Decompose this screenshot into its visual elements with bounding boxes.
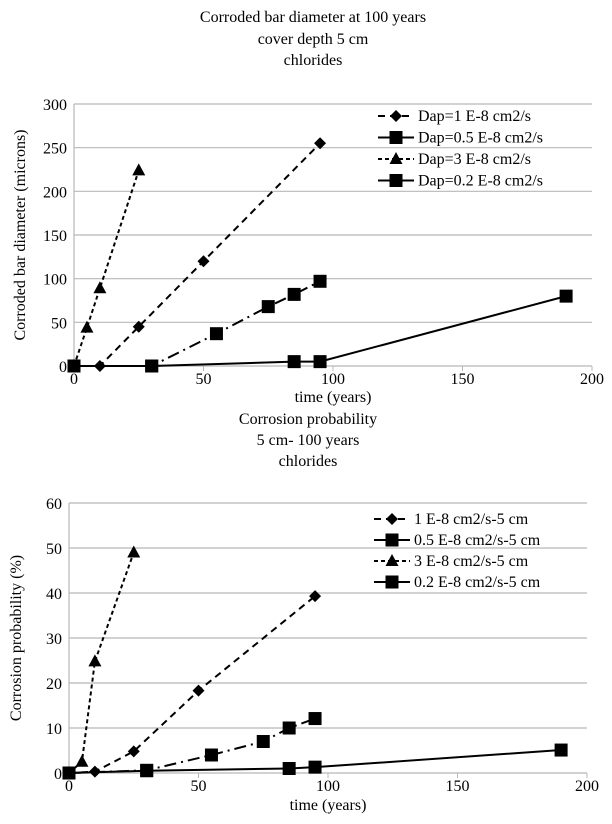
legend-marker [386,513,398,525]
data-point [559,289,573,303]
x-tick-label: 0 [70,371,78,388]
series-line [68,595,316,774]
series-line [74,280,321,367]
legend-label: 0.2 E-8 cm2/s-5 cm [414,574,541,591]
chart-2: Corrosion probability 5 cm- 100 years chlo… [8,411,599,814]
legend-marker [385,533,399,547]
data-point [313,274,327,288]
x-tick-label: 0 [65,778,73,795]
data-point [127,745,140,758]
y-tick-label: 250 [43,141,67,158]
legend-label: Dap=0.5 E-8 cm2/s [418,130,543,147]
y-axis-label: Corrosion probability (%) [8,555,25,721]
legend-marker [389,131,403,144]
x-tick-label: 50 [191,778,207,795]
data-point [308,760,322,774]
data-point [314,137,327,150]
data-point [282,762,296,775]
data-point [209,327,223,341]
legend-label: 1 E-8 cm2/s-5 cm [414,511,529,528]
data-point [256,735,270,748]
y-tick-label: 50 [46,541,62,558]
chart-title-line: cover depth 5 cm [258,31,369,48]
series-1 [63,590,322,779]
series-3 [67,163,146,371]
series-line [73,170,140,367]
y-tick-label: 300 [43,97,67,114]
legend-marker [390,110,402,122]
series-line [68,552,135,774]
data-point [140,764,154,778]
x-tick-label: 150 [451,371,475,388]
data-point [145,359,159,373]
y-tick-label: 0 [54,766,62,783]
x-tick-label: 150 [446,778,470,795]
chart-title-line: 5 cm- 100 years [257,432,360,449]
data-point [261,300,275,314]
series-3 [62,545,141,778]
y-tick-label: 10 [46,721,62,738]
chart-title-line: chlorides [279,453,338,470]
legend-marker [385,554,399,566]
chart-title-line: Corroded bar diameter at 100 years [200,9,426,26]
x-tick-label: 200 [580,371,604,388]
legend-label: Dap=0.2 E-8 cm2/s [418,173,543,190]
legend-marker [385,575,399,589]
legend-marker [389,152,403,164]
data-point [88,654,102,667]
x-tick-label: 50 [196,371,212,388]
data-point [75,754,89,767]
y-tick-label: 0 [59,359,67,376]
data-point [308,712,322,726]
series-line [74,142,321,367]
data-point [127,545,141,558]
y-tick-label: 200 [43,184,67,201]
x-tick-label: 100 [321,371,345,388]
chart-1: Corroded bar diameter at 100 years cover … [12,9,604,406]
legend-label: 0.5 E-8 cm2/s-5 cm [414,532,541,549]
x-tick-label: 200 [575,778,599,795]
legend-marker [389,174,403,187]
data-point [132,163,146,176]
series-line [68,717,316,774]
x-axis-label: time (years) [295,389,372,406]
y-axis-label: Corroded bar diameter (microns) [12,129,29,340]
y-tick-label: 60 [46,496,62,513]
data-point [287,287,301,301]
y-tick-label: 30 [46,631,62,648]
data-point [287,355,301,369]
y-tick-label: 50 [51,315,67,332]
legend-label: 3 E-8 cm2/s-5 cm [414,553,529,570]
data-point [554,743,568,757]
legend-label: Dap=3 E-8 cm2/s [418,151,531,168]
series-4 [67,289,573,373]
y-tick-label: 100 [43,272,67,289]
data-point [62,766,76,780]
data-point [282,721,296,735]
data-point [93,281,107,294]
data-point [132,320,145,333]
data-point [192,684,205,697]
y-tick-label: 40 [46,586,62,603]
chart-title-line: chlorides [284,52,343,69]
y-tick-label: 150 [43,228,67,245]
data-point [80,320,94,333]
x-tick-label: 100 [316,778,340,795]
data-point [313,355,327,369]
y-tick-label: 20 [46,676,62,693]
data-point [67,359,81,373]
chart-title-line: Corrosion probability [239,411,377,428]
series-4 [62,743,568,780]
data-point [204,748,218,762]
legend-label: Dap=1 E-8 cm2/s [418,108,531,125]
series-1 [68,137,327,372]
x-axis-label: time (years) [290,797,367,814]
data-point [197,255,210,268]
data-point [309,590,322,603]
